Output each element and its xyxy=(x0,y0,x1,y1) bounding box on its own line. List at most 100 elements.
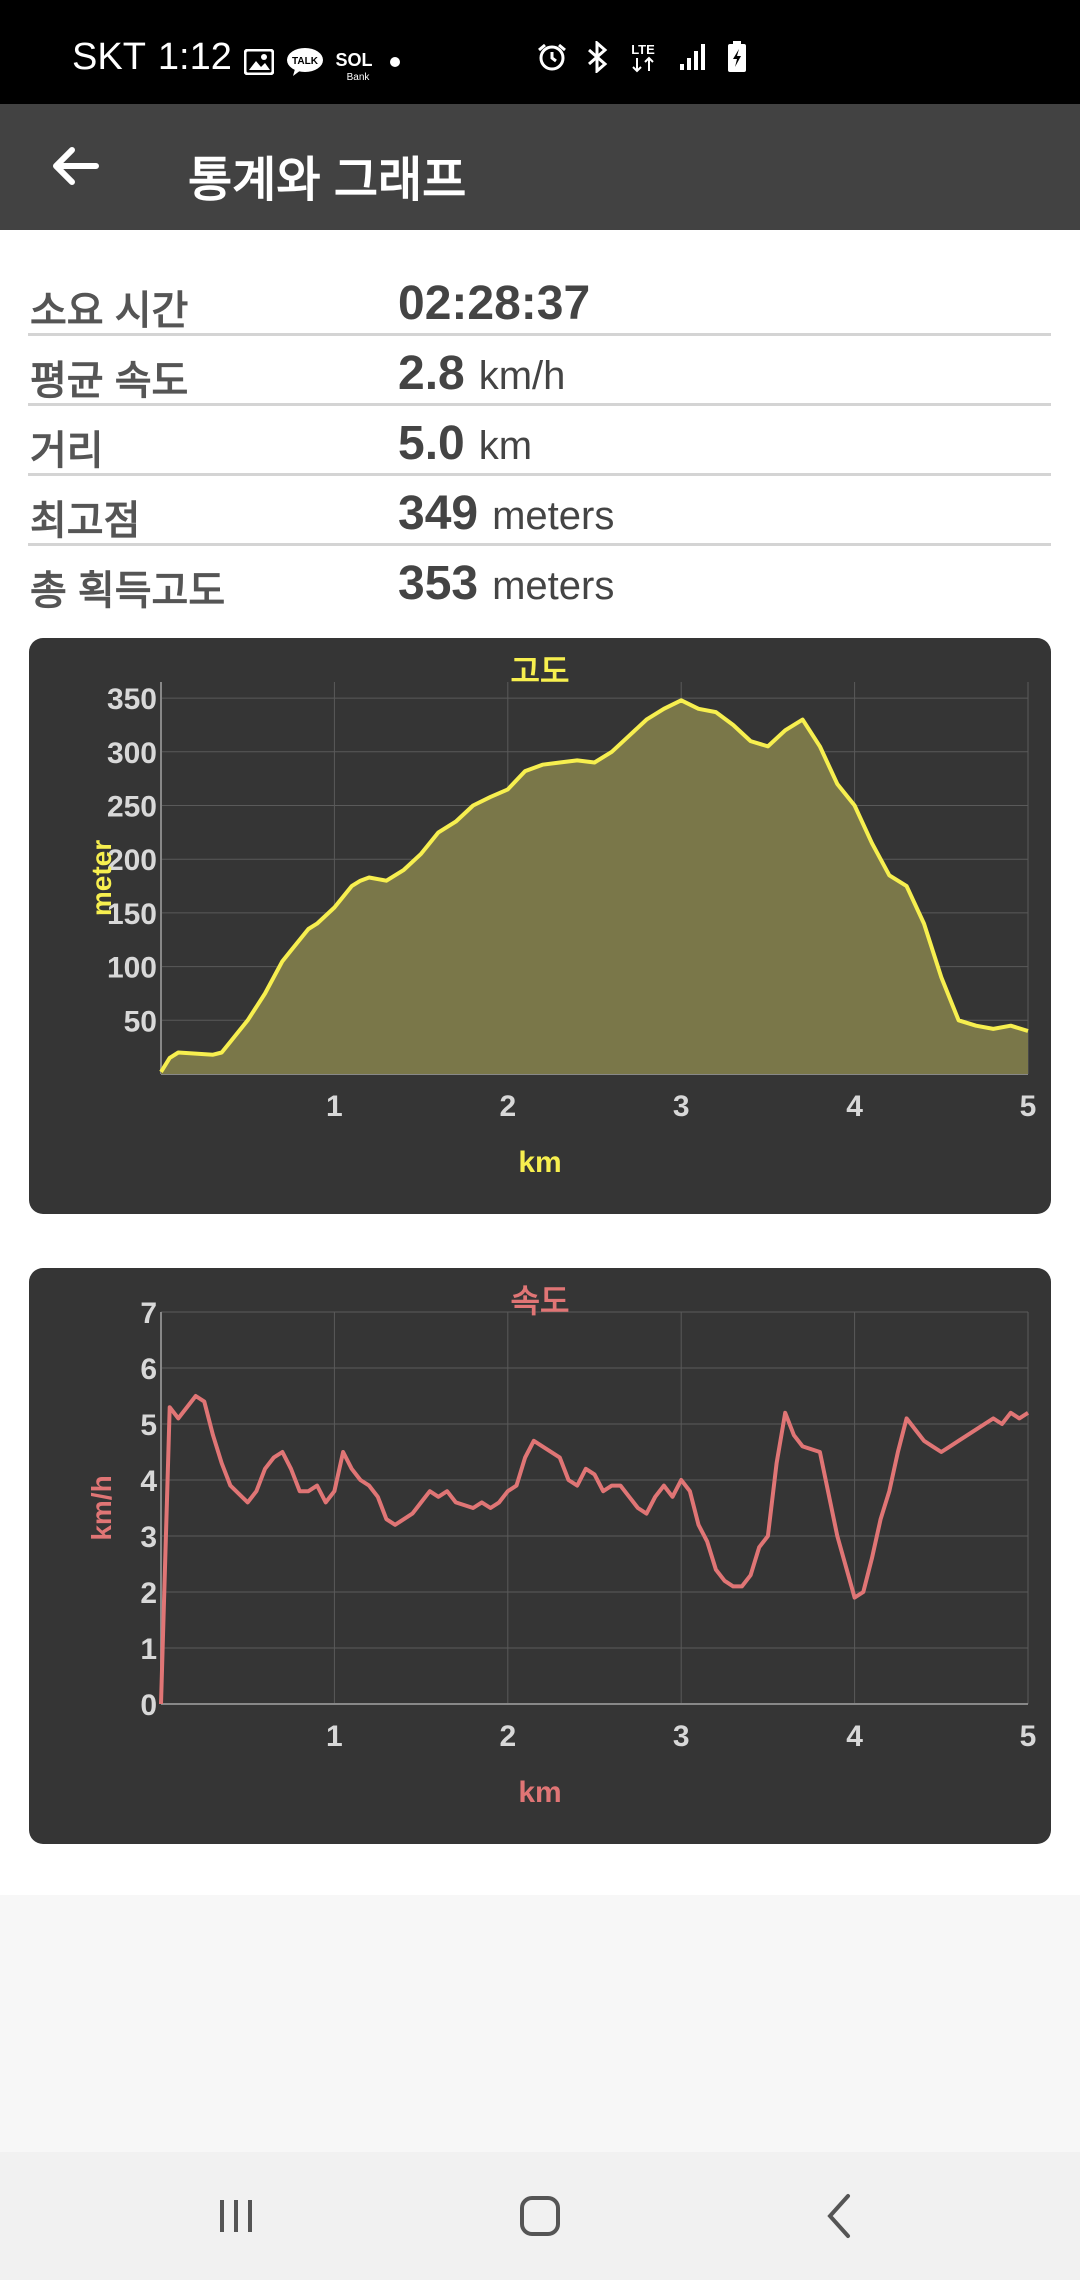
page-title: 통계와 그래프 xyxy=(188,154,467,207)
recent-apps-icon[interactable] xyxy=(200,2180,272,2252)
stat-row-max-altitude: 최고점 349 meters xyxy=(28,476,1051,546)
y-tick-label: 150 xyxy=(107,898,157,931)
data-point xyxy=(246,1500,250,1504)
data-point xyxy=(272,1456,276,1460)
data-point xyxy=(454,820,458,824)
data-point xyxy=(965,1433,969,1437)
data-point xyxy=(766,744,770,748)
data-point xyxy=(731,1584,735,1588)
data-point xyxy=(922,922,926,926)
gallery-icon xyxy=(244,49,274,75)
data-point xyxy=(280,1450,284,1454)
x-tick-label: 3 xyxy=(673,1090,690,1123)
data-point xyxy=(783,728,787,732)
data-point xyxy=(515,1484,519,1488)
stat-number: 353 xyxy=(398,557,479,610)
data-point xyxy=(567,1478,571,1482)
data-point xyxy=(358,879,362,883)
data-point xyxy=(289,949,293,953)
chart-title: 고도 xyxy=(511,653,570,689)
data-point xyxy=(489,1506,493,1510)
y-axis-label: km/h xyxy=(86,1475,117,1540)
data-point xyxy=(350,1467,354,1471)
data-point xyxy=(801,718,805,722)
carrier-label: SKT xyxy=(72,36,146,78)
data-point xyxy=(636,1506,640,1510)
data-point xyxy=(436,830,440,834)
y-tick-label: 50 xyxy=(124,1005,157,1038)
data-point xyxy=(202,1400,206,1404)
data-point xyxy=(419,852,423,856)
y-tick-label: 0 xyxy=(140,1689,157,1722)
data-point xyxy=(645,1512,649,1516)
kakaotalk-icon: TALK xyxy=(287,48,323,76)
y-tick-label: 300 xyxy=(107,737,157,770)
data-point xyxy=(601,1489,605,1493)
data-point xyxy=(887,873,891,877)
stat-number: 5.0 xyxy=(398,417,465,470)
data-point xyxy=(220,1051,224,1055)
altitude-chart-card: 1 2 3 4 5 50 100 150 200 250 300 350 고도 km meter xyxy=(29,638,1051,1214)
data-point xyxy=(757,1545,761,1549)
stat-value: 349 meters xyxy=(398,486,614,541)
x-axis-label: km xyxy=(518,1146,561,1179)
x-tick-label: 1 xyxy=(326,1090,343,1123)
data-point xyxy=(619,1484,623,1488)
data-point xyxy=(445,1489,449,1493)
stat-unit: km xyxy=(478,424,533,468)
data-point xyxy=(436,1495,440,1499)
data-point xyxy=(176,1051,180,1055)
data-point xyxy=(228,1040,232,1044)
x-tick-label: 5 xyxy=(1020,1090,1037,1123)
data-point xyxy=(471,804,475,808)
data-point xyxy=(853,804,857,808)
data-point xyxy=(714,1568,718,1572)
y-tick-label: 5 xyxy=(140,1409,157,1442)
data-point xyxy=(974,1024,978,1028)
data-point xyxy=(887,1489,891,1493)
data-point xyxy=(332,1489,336,1493)
data-point xyxy=(939,1450,943,1454)
data-point xyxy=(324,1500,328,1504)
y-axis-label: meter xyxy=(86,840,117,916)
speed-line xyxy=(159,1394,1030,1705)
data-point xyxy=(558,761,562,765)
x-tick-label: 1 xyxy=(326,1720,343,1753)
home-icon[interactable] xyxy=(504,2180,576,2252)
y-tick-label: 4 xyxy=(140,1465,157,1498)
data-point xyxy=(523,769,527,773)
sol-bank-icon: SOL Bank xyxy=(336,50,373,83)
data-point xyxy=(1017,1416,1021,1420)
data-point xyxy=(818,744,822,748)
data-point xyxy=(662,1484,666,1488)
data-point xyxy=(575,1484,579,1488)
stat-label: 평균 속도 xyxy=(30,359,189,403)
data-point xyxy=(705,1540,709,1544)
battery-icon xyxy=(728,41,746,72)
data-point xyxy=(627,1495,631,1499)
x-axis-label: km xyxy=(518,1776,561,1809)
navigation-bar xyxy=(0,2152,1080,2280)
stat-value: 5.0 km xyxy=(398,416,532,471)
back-nav-icon[interactable] xyxy=(804,2180,876,2252)
data-point xyxy=(653,1495,657,1499)
lte-icon: LTE xyxy=(631,42,655,73)
bank-label: Bank xyxy=(347,72,371,83)
data-point xyxy=(610,750,614,754)
data-point xyxy=(541,1444,545,1448)
data-point xyxy=(471,1506,475,1510)
notification-icons: TALK SOL Bank xyxy=(244,40,402,84)
data-point xyxy=(1009,1411,1013,1415)
data-point xyxy=(532,1439,536,1443)
speed-chart: 1 2 3 4 5 0 1 2 3 4 5 6 7 속도 km km/h xyxy=(86,1283,1036,1809)
status-bar: SKT 1:12 TALK SOL Bank LTE xyxy=(0,0,1080,104)
signal-icon xyxy=(680,44,705,70)
stat-value: 2.8 km/h xyxy=(398,346,565,401)
data-point xyxy=(410,1512,414,1516)
data-point xyxy=(913,1428,917,1432)
x-tick-label: 2 xyxy=(499,1090,516,1123)
back-arrow-icon[interactable] xyxy=(44,134,108,198)
data-point xyxy=(714,710,718,714)
data-point xyxy=(792,1433,796,1437)
data-point xyxy=(506,787,510,791)
